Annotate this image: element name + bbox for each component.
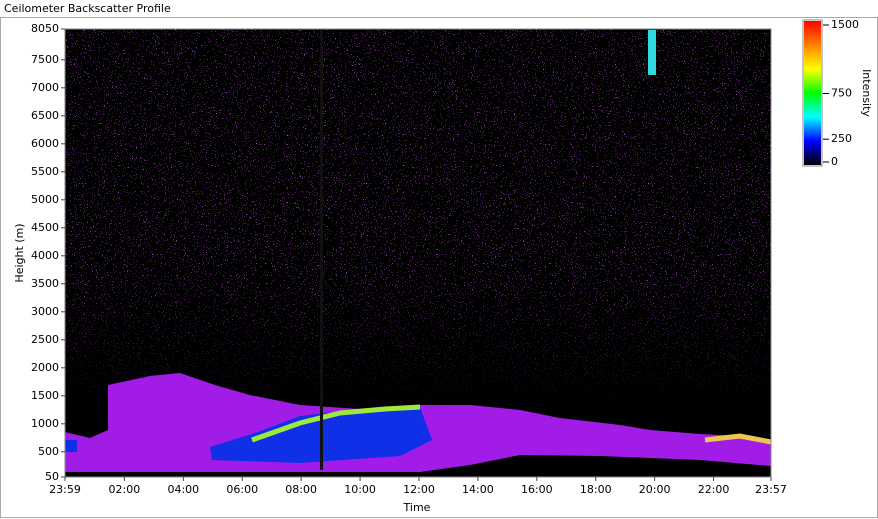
plot-frame <box>64 28 772 478</box>
x-tick-label: 23:57 <box>755 483 787 496</box>
x-tick-label: 08:00 <box>285 483 317 496</box>
y-axis-label: Height (m) <box>13 223 26 282</box>
x-tick-label: 06:00 <box>226 483 258 496</box>
y-tick-label: 5000 <box>31 193 59 206</box>
x-tick-label: 23:59 <box>49 483 81 496</box>
x-tick-label: 12:00 <box>403 483 435 496</box>
y-tick-label: 4000 <box>31 249 59 262</box>
colorbar-tick-label: 250 <box>831 132 852 145</box>
colorbar-frame <box>802 19 823 167</box>
y-tick-label: 500 <box>38 445 59 458</box>
y-tick-label: 1000 <box>31 417 59 430</box>
streak <box>648 30 656 75</box>
x-tick-label: 18:00 <box>580 483 612 496</box>
y-tick-label: 3500 <box>31 277 59 290</box>
x-axis-label: Time <box>403 501 431 514</box>
cloud-top <box>251 404 421 443</box>
y-tick-label: 8050 <box>31 22 59 35</box>
y-tick-label: 7500 <box>31 53 59 66</box>
heatmap <box>65 29 772 477</box>
y-tick-label: 50 <box>45 470 59 483</box>
x-tick-label: 10:00 <box>344 483 376 496</box>
colorbar-tick-label: 0 <box>831 155 838 168</box>
heatmap-bottom <box>65 472 771 477</box>
y-tick-label: 2000 <box>31 361 59 374</box>
y-tick-label: 2500 <box>31 333 59 346</box>
y-tick-label: 4500 <box>31 221 59 234</box>
x-tick-label: 04:00 <box>167 483 199 496</box>
y-tick-label: 7000 <box>31 81 59 94</box>
x-tick-label: 20:00 <box>639 483 671 496</box>
x-tick-label: 14:00 <box>462 483 494 496</box>
colorbar-label: Intensity <box>860 69 873 117</box>
window-title: Ceilometer Backscatter Profile <box>4 2 171 15</box>
y-tick-label: 5500 <box>31 165 59 178</box>
colorbar-tick-label: 750 <box>831 87 852 100</box>
y-tick-label: 6000 <box>31 137 59 150</box>
streak-dark <box>320 30 323 470</box>
y-tick-label: 1500 <box>31 389 59 402</box>
y-tick-label: 3000 <box>31 305 59 318</box>
cloud-top-right <box>704 433 772 445</box>
colorbar <box>804 21 821 165</box>
cloud-left <box>65 440 77 452</box>
y-tick-label: 6500 <box>31 109 59 122</box>
x-tick-label: 02:00 <box>109 483 141 496</box>
colorbar-tick-label: 1500 <box>831 18 859 31</box>
x-tick-label: 16:00 <box>521 483 553 496</box>
x-tick-label: 22:00 <box>698 483 730 496</box>
